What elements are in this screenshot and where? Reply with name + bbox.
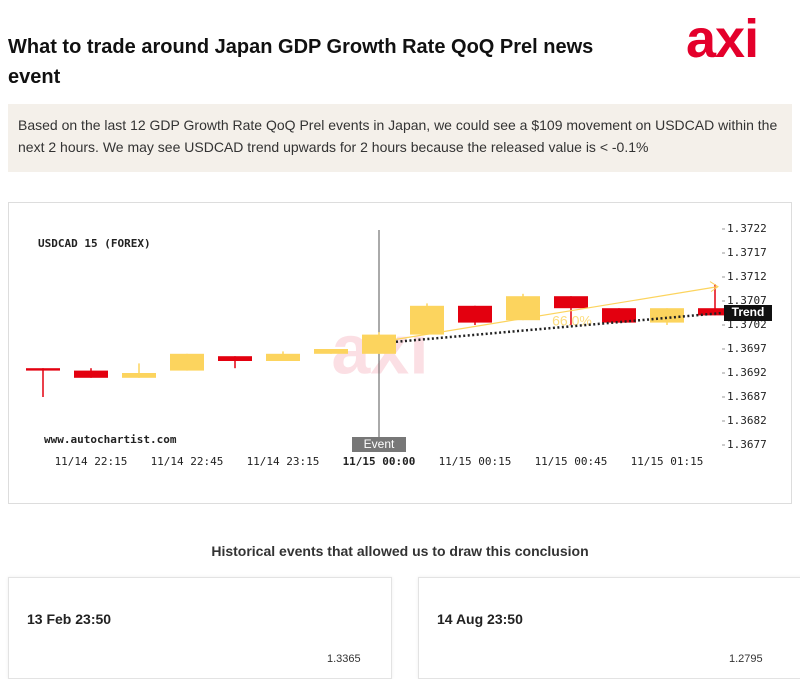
projection-label: 66.0% <box>552 313 592 329</box>
candle-body <box>26 368 60 371</box>
y-tick-label: 1.3712 <box>727 270 767 283</box>
tick-label: 1.3365 <box>327 653 361 665</box>
page: What to trade around Japan GDP Growth Ra… <box>8 9 800 679</box>
summary: Based on the last 12 GDP Growth Rate QoQ… <box>8 104 792 172</box>
x-tick-label: 11/15 00:00 <box>343 455 416 468</box>
chart-source: www.autochartist.com <box>44 433 177 446</box>
candle-body <box>122 373 156 378</box>
candle-body <box>314 349 348 354</box>
y-tick-label: 1.3677 <box>727 438 767 451</box>
x-tick-label: 11/14 22:15 <box>55 455 128 468</box>
x-tick-label: 11/15 00:45 <box>535 455 608 468</box>
event-date: 14 Aug 23:50 <box>437 611 523 627</box>
section-title: Historical events that allowed us to dra… <box>211 543 589 559</box>
candle-body <box>458 305 492 323</box>
x-tick-label: 11/15 01:15 <box>631 455 704 468</box>
candle-body <box>362 334 396 354</box>
event-date: 13 Feb 23:50 <box>27 611 112 627</box>
candle-body <box>650 308 684 323</box>
event-label: Event <box>364 437 395 451</box>
tick-label: 1.2795 <box>729 653 763 665</box>
event-box <box>352 437 406 452</box>
candle-body <box>266 353 300 361</box>
event-card: 14 Aug 23:50 1.2795 <box>418 577 800 679</box>
trend-line <box>395 311 723 344</box>
y-tick-label: 1.3687 <box>727 390 767 403</box>
candle-body <box>602 308 636 323</box>
projection-line <box>395 286 719 340</box>
event-card: 13 Feb 23:50 1.3365 <box>8 577 392 679</box>
y-tick-label: 1.3707 <box>727 294 767 307</box>
chart: axi USDCAD 15 (FOREX) www.autochartist.c… <box>8 202 792 504</box>
y-tick-label: 1.3702 <box>727 318 767 331</box>
candle-body <box>74 370 108 378</box>
y-tick-label: 1.3682 <box>727 414 767 427</box>
x-tick-label: 11/14 23:15 <box>247 455 320 468</box>
y-tick-label: 1.3692 <box>727 366 767 379</box>
trend-box <box>724 305 772 321</box>
page-title: What to trade around Japan GDP Growth Ra… <box>8 36 594 88</box>
y-tick-label: 1.3717 <box>727 246 767 259</box>
candle-body <box>698 308 732 316</box>
chart-frame <box>8 202 792 504</box>
chart-title: USDCAD 15 (FOREX) <box>38 237 151 250</box>
x-tick-label: 11/15 00:15 <box>439 455 512 468</box>
candle-body <box>170 353 204 371</box>
projection-arrow <box>709 281 719 293</box>
candle-body <box>410 305 444 335</box>
y-tick-label: 1.3722 <box>727 222 767 235</box>
trend-label: Trend <box>732 305 765 319</box>
candle-body <box>554 296 588 309</box>
x-tick-label: 11/14 22:45 <box>151 455 224 468</box>
y-tick-label: 1.3697 <box>727 342 767 355</box>
logo: axi <box>686 9 759 69</box>
candle-body <box>218 356 252 361</box>
